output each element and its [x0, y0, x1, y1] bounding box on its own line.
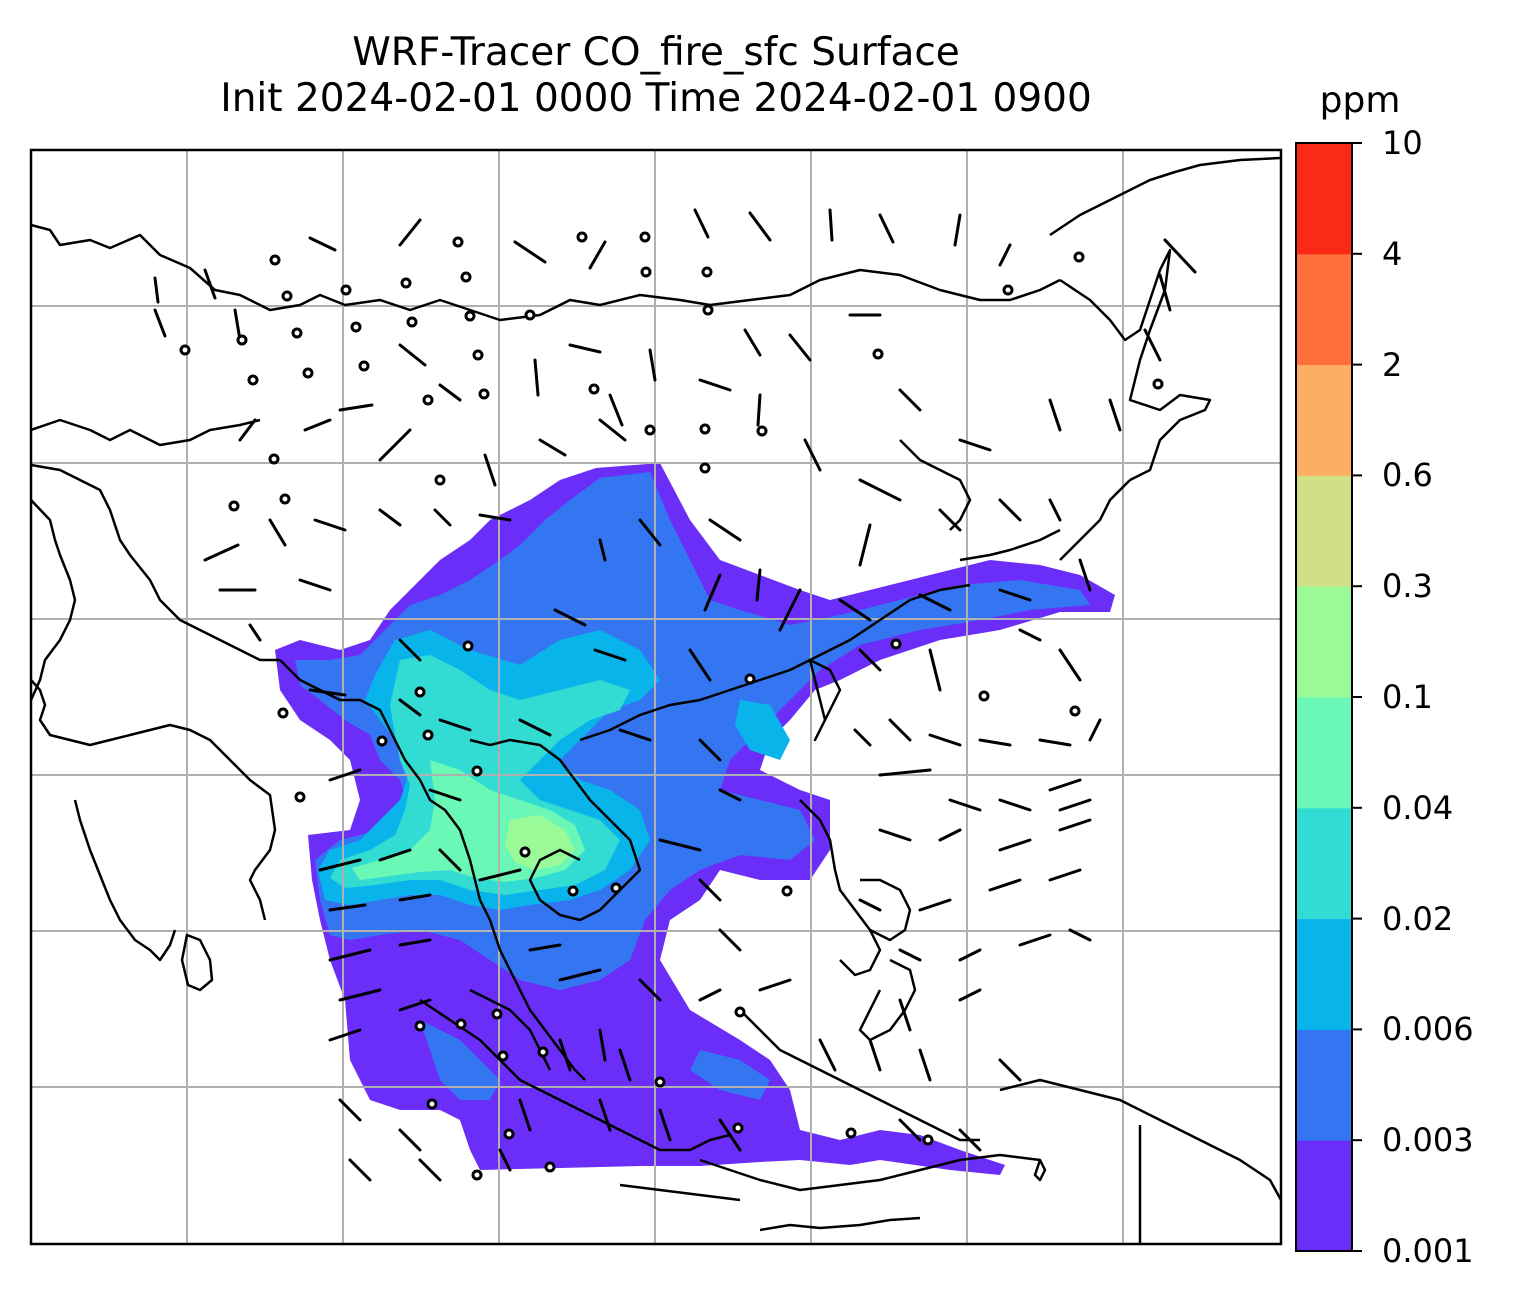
colorbar-bin	[1296, 475, 1352, 587]
colorbar-tick-label: 0.006	[1382, 1010, 1474, 1049]
colorbar-bin	[1296, 586, 1352, 698]
colorbar-bin	[1296, 918, 1352, 1030]
map-frame	[29, 148, 1283, 1246]
colorbar-bin	[1296, 697, 1352, 809]
colorbar-tick-label: 0.6	[1382, 456, 1433, 495]
colorbar-bin	[1296, 364, 1352, 476]
colorbar-bin	[1296, 1029, 1352, 1141]
colorbar-tick-label: 0.04	[1382, 788, 1454, 827]
colorbar-tick-label: 2	[1382, 345, 1403, 384]
wind-barbs	[153, 208, 1197, 1182]
colorbar-bin	[1296, 143, 1352, 255]
colorbar-tick-label: 0.3	[1382, 567, 1433, 606]
map-area	[31, 150, 1281, 1244]
colorbar-tick-label: 0.001	[1382, 1232, 1474, 1270]
tracer-level-0.003	[295, 472, 1090, 1100]
colorbar-tick-label: 4	[1382, 234, 1403, 273]
colorbar-bin	[1296, 807, 1352, 920]
title-line-2: Init 2024-02-01 0000 Time 2024-02-01 090…	[220, 76, 1092, 121]
colorbar-tick-label: 0.003	[1382, 1121, 1474, 1160]
colorbar-tick-label: 0.02	[1382, 899, 1454, 938]
calm-wind-circles	[179, 231, 1164, 1181]
colorbar-tick-label: 10	[1382, 124, 1423, 162]
colorbar-unit: ppm	[1319, 80, 1401, 121]
colorbar-bin	[1296, 253, 1352, 366]
coastlines	[31, 156, 1281, 1244]
colorbar	[1295, 142, 1362, 1252]
title-line-1: WRF-Tracer CO_fire_sfc Surface	[352, 30, 960, 75]
map-title: WRF-Tracer CO_fire_sfc Surface Init 2024…	[30, 30, 1282, 122]
colorbar-bin	[1296, 1140, 1352, 1252]
colorbar-tick-label: 0.1	[1382, 678, 1433, 716]
